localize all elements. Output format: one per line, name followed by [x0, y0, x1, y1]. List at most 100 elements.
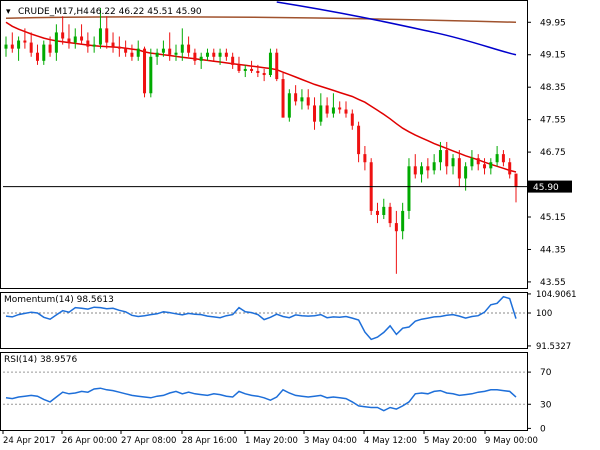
candle-body [344, 109, 348, 114]
candle-body [262, 72, 266, 76]
time-axis: 24 Apr 2017 26 Apr 00:00 27 Apr 08:00 28 Ap… [2, 430, 538, 446]
candle-body [149, 56, 153, 94]
candle-body [73, 36, 77, 43]
candle-body [287, 93, 291, 118]
candle-body [420, 166, 424, 175]
candle-body [413, 166, 417, 175]
candle-body [331, 107, 335, 114]
candle-body [432, 162, 436, 171]
candle-body [143, 48, 147, 94]
candle-body [130, 52, 134, 57]
candle-body [155, 52, 159, 57]
time-tick-label: 1 May 20:00 [245, 436, 298, 446]
candle-body [275, 52, 279, 80]
candle-body [92, 44, 96, 47]
momentum-tick-label: 104.9061 [536, 290, 577, 300]
candle-body [111, 42, 115, 47]
candle-body [375, 210, 379, 215]
candle-body [180, 44, 184, 53]
candle-body [168, 48, 172, 55]
price-tick-label: 48.35 [540, 83, 566, 93]
candle-body [489, 162, 493, 169]
candle-body [4, 44, 8, 49]
time-tick-label: 3 May 04:00 [304, 436, 357, 446]
time-tick-label: 24 Apr 2017 [3, 436, 56, 446]
candle-body [319, 105, 323, 122]
time-tick-label: 27 Apr 08:00 [121, 436, 176, 446]
candle-body [363, 154, 367, 163]
price-panel-frame [0, 0, 528, 289]
sma-slow-line [5, 16, 517, 24]
candle-body [445, 150, 449, 167]
rsi-line [5, 387, 517, 412]
candle-body [407, 166, 411, 211]
momentum-panel-frame [0, 292, 528, 349]
candle-body [451, 158, 455, 167]
candle-body [281, 79, 285, 118]
candle-body [438, 150, 442, 163]
candle-body [48, 44, 52, 53]
ohlc-readout: 46.22 46.22 45.51 45.90 [90, 7, 202, 17]
candle-body [80, 36, 84, 41]
rsi-panel[interactable]: 70 30 0 [0, 352, 552, 435]
price-tick-label: 44.35 [540, 245, 566, 255]
candle-body [124, 48, 128, 53]
candle-body [86, 40, 90, 47]
candle-body [117, 46, 121, 49]
rsi-tick-label: 30 [540, 400, 552, 410]
candle-body [35, 52, 39, 61]
candle-body [193, 52, 197, 61]
momentum-panel[interactable]: 104.9061 100 91.5327 [0, 290, 577, 352]
rsi-tick-label: 70 [540, 368, 552, 378]
price-tick-label: 49.15 [540, 51, 566, 61]
candle-body [350, 113, 354, 126]
candle-body [42, 44, 46, 61]
candle-body [501, 154, 505, 163]
price-tick-label: 46.75 [540, 148, 566, 158]
candle-body [54, 32, 58, 53]
candle-body [187, 44, 191, 53]
momentum-tick-label: 100 [536, 309, 552, 319]
candle-body [105, 28, 109, 43]
candle-body [476, 158, 480, 165]
candle-body [426, 166, 430, 171]
candle-body [338, 107, 342, 110]
candle-body [470, 158, 474, 167]
candle-body [23, 40, 27, 43]
candle-body [10, 44, 14, 49]
candle-body [231, 56, 235, 65]
candle-body [357, 125, 361, 155]
time-tick-label: 5 May 20:00 [424, 436, 477, 446]
candle-body [464, 166, 468, 179]
time-tick-label: 9 May 00:00 [485, 436, 538, 446]
sma-mid-line [276, 1, 517, 56]
price-tick-label: 47.55 [540, 116, 566, 126]
price-panel[interactable]: 49.95 49.15 48.35 47.55 46.75 45.15 44.35 43.55… [0, 0, 573, 289]
candle-body [514, 173, 518, 187]
candle-body [256, 70, 260, 73]
candle-body [388, 206, 392, 224]
current-price-tag [528, 180, 572, 193]
candle-body [325, 105, 329, 114]
current-price-label: 45.90 [533, 183, 559, 193]
time-tick-label: 4 May 12:00 [364, 436, 417, 446]
momentum-title: Momentum(14) 98.5613 [4, 295, 114, 305]
candle-body [161, 48, 165, 53]
candle-body [29, 42, 33, 53]
candle-body [17, 40, 21, 49]
candle-body [237, 64, 241, 71]
candle-body [218, 52, 222, 57]
symbol-title: CRUDE_M17,H4 [18, 7, 89, 17]
candle-body [67, 38, 71, 43]
chart-dropdown-icon[interactable]: ▾ [6, 7, 11, 17]
candle-body [508, 162, 512, 175]
momentum-line [5, 295, 517, 341]
candle-body [394, 223, 398, 232]
candle-body [495, 154, 499, 163]
price-tick-label: 49.95 [540, 18, 566, 28]
time-tick-label: 26 Apr 00:00 [62, 436, 117, 446]
rsi-tick-label: 0 [540, 424, 546, 434]
rsi-panel-frame [0, 352, 528, 431]
